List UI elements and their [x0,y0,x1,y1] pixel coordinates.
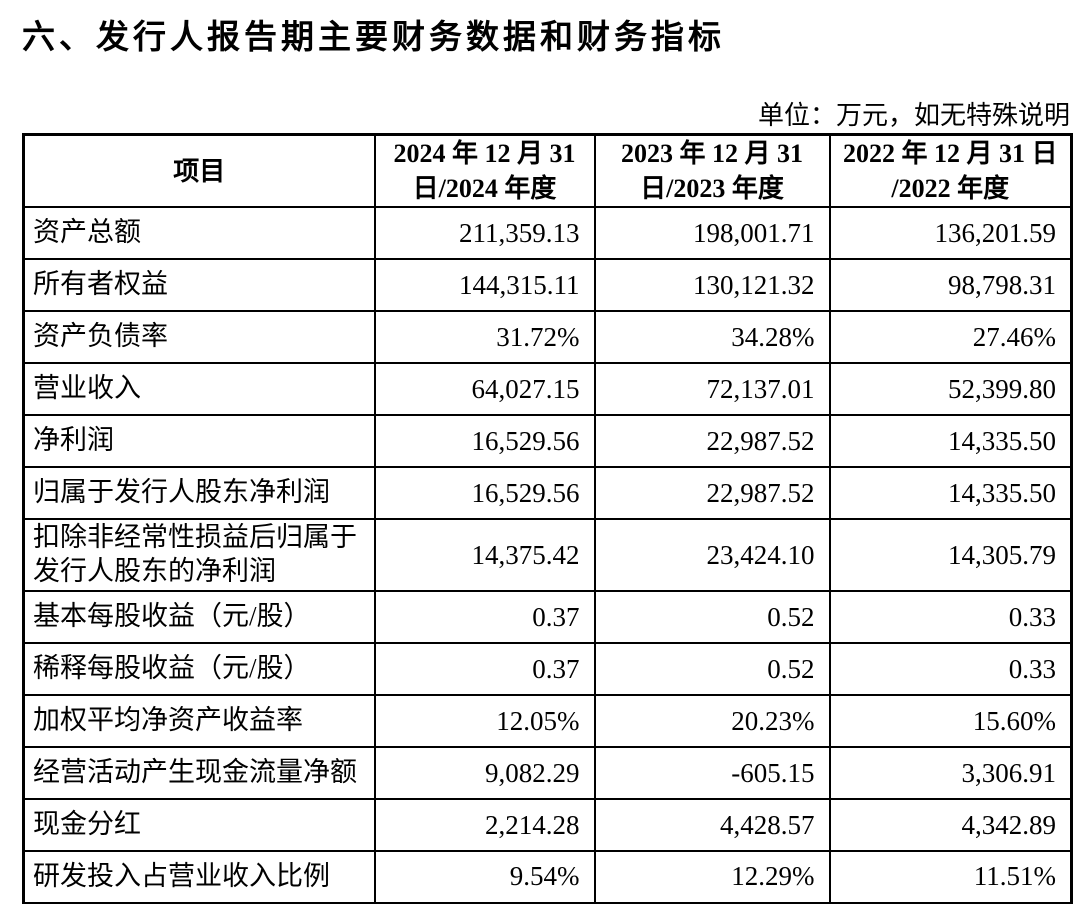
table-row: 基本每股收益（元/股） 0.37 0.52 0.33 [22,590,1073,645]
row-label-cell: 营业收入 [22,362,376,417]
row-label-cell: 净利润 [22,414,376,469]
column-header-2023: 2023 年 12 月 31 日/2023 年度 [593,133,831,209]
value-cell: 27.46% [828,310,1073,365]
column-header-item: 项目 [22,133,376,209]
value-cell: 12.29% [593,850,831,904]
value-cell: 22,987.52 [593,466,831,521]
table-row: 研发投入占营业收入比例 9.54% 12.29% 11.51% [22,850,1073,904]
value-cell: 2,214.28 [373,798,596,853]
value-cell: 20.23% [593,694,831,749]
value-cell: 72,137.01 [593,362,831,417]
value-cell: 0.37 [373,590,596,645]
table-row: 营业收入 64,027.15 72,137.01 52,399.80 [22,362,1073,417]
row-label-cell: 归属于发行人股东净利润 [22,466,376,521]
row-label-cell: 资产总额 [22,206,376,261]
table-row: 稀释每股收益（元/股） 0.37 0.52 0.33 [22,642,1073,697]
table-header-row: 项目 2024 年 12 月 31 日/2024 年度 2023 年 12 月 … [22,133,1073,209]
value-cell: 211,359.13 [373,206,596,261]
table-row: 资产负债率 31.72% 34.28% 27.46% [22,310,1073,365]
table-row: 经营活动产生现金流量净额 9,082.29 -605.15 3,306.91 [22,746,1073,801]
value-cell: 14,305.79 [828,518,1073,593]
value-cell: 11.51% [828,850,1073,904]
value-cell: 15.60% [828,694,1073,749]
row-label-cell: 资产负债率 [22,310,376,365]
table-body: 资产总额 211,359.13 198,001.71 136,201.59 所有者权益 1… [22,206,1073,904]
column-header-2022: 2022 年 12 月 31 日 /2022 年度 [828,133,1073,209]
value-cell: 22,987.52 [593,414,831,469]
value-cell: 64,027.15 [373,362,596,417]
value-cell: 14,335.50 [828,466,1073,521]
value-cell: 14,375.42 [373,518,596,593]
value-cell: 31.72% [373,310,596,365]
value-cell: 0.52 [593,642,831,697]
value-cell: 198,001.71 [593,206,831,261]
value-cell: 4,342.89 [828,798,1073,853]
value-cell: 144,315.11 [373,258,596,313]
table-row: 所有者权益 144,315.11 130,121.32 98,798.31 [22,258,1073,313]
row-label-cell: 扣除非经常性损益后归属于 发行人股东的净利润 [22,518,376,593]
column-header-2024: 2024 年 12 月 31 日/2024 年度 [373,133,596,209]
value-cell: 0.37 [373,642,596,697]
value-cell: 0.33 [828,590,1073,645]
value-cell: 3,306.91 [828,746,1073,801]
table-row: 净利润 16,529.56 22,987.52 14,335.50 [22,414,1073,469]
value-cell: 136,201.59 [828,206,1073,261]
row-label-cell: 基本每股收益（元/股） [22,590,376,645]
value-cell: 98,798.31 [828,258,1073,313]
value-cell: 52,399.80 [828,362,1073,417]
value-cell: 16,529.56 [373,466,596,521]
value-cell: 0.52 [593,590,831,645]
value-cell: 9.54% [373,850,596,904]
unit-note: 单位：万元，如无特殊说明 [757,101,1070,130]
row-label-cell: 研发投入占营业收入比例 [22,850,376,904]
value-cell: 0.33 [828,642,1073,697]
section-title: 六、发行人报告期主要财务数据和财务指标 [22,18,725,55]
value-cell: 9,082.29 [373,746,596,801]
row-label-cell: 稀释每股收益（元/股） [22,642,376,697]
financial-data-table: 项目 2024 年 12 月 31 日/2024 年度 2023 年 12 月 … [22,133,1073,904]
table-row: 资产总额 211,359.13 198,001.71 136,201.59 [22,206,1073,261]
table-row: 归属于发行人股东净利润 16,529.56 22,987.52 14,335.50 [22,466,1073,521]
value-cell: 130,121.32 [593,258,831,313]
row-label-cell: 现金分红 [22,798,376,853]
row-label-cell: 加权平均净资产收益率 [22,694,376,749]
value-cell: 14,335.50 [828,414,1073,469]
value-cell: 23,424.10 [593,518,831,593]
table-row: 加权平均净资产收益率 12.05% 20.23% 15.60% [22,694,1073,749]
table-row: 现金分红 2,214.28 4,428.57 4,342.89 [22,798,1073,853]
table-row: 扣除非经常性损益后归属于 发行人股东的净利润 14,375.42 23,424.10… [22,518,1073,593]
row-label-cell: 所有者权益 [22,258,376,313]
value-cell: 12.05% [373,694,596,749]
value-cell: 16,529.56 [373,414,596,469]
value-cell: 4,428.57 [593,798,831,853]
value-cell: -605.15 [593,746,831,801]
row-label-cell: 经营活动产生现金流量净额 [22,746,376,801]
value-cell: 34.28% [593,310,831,365]
